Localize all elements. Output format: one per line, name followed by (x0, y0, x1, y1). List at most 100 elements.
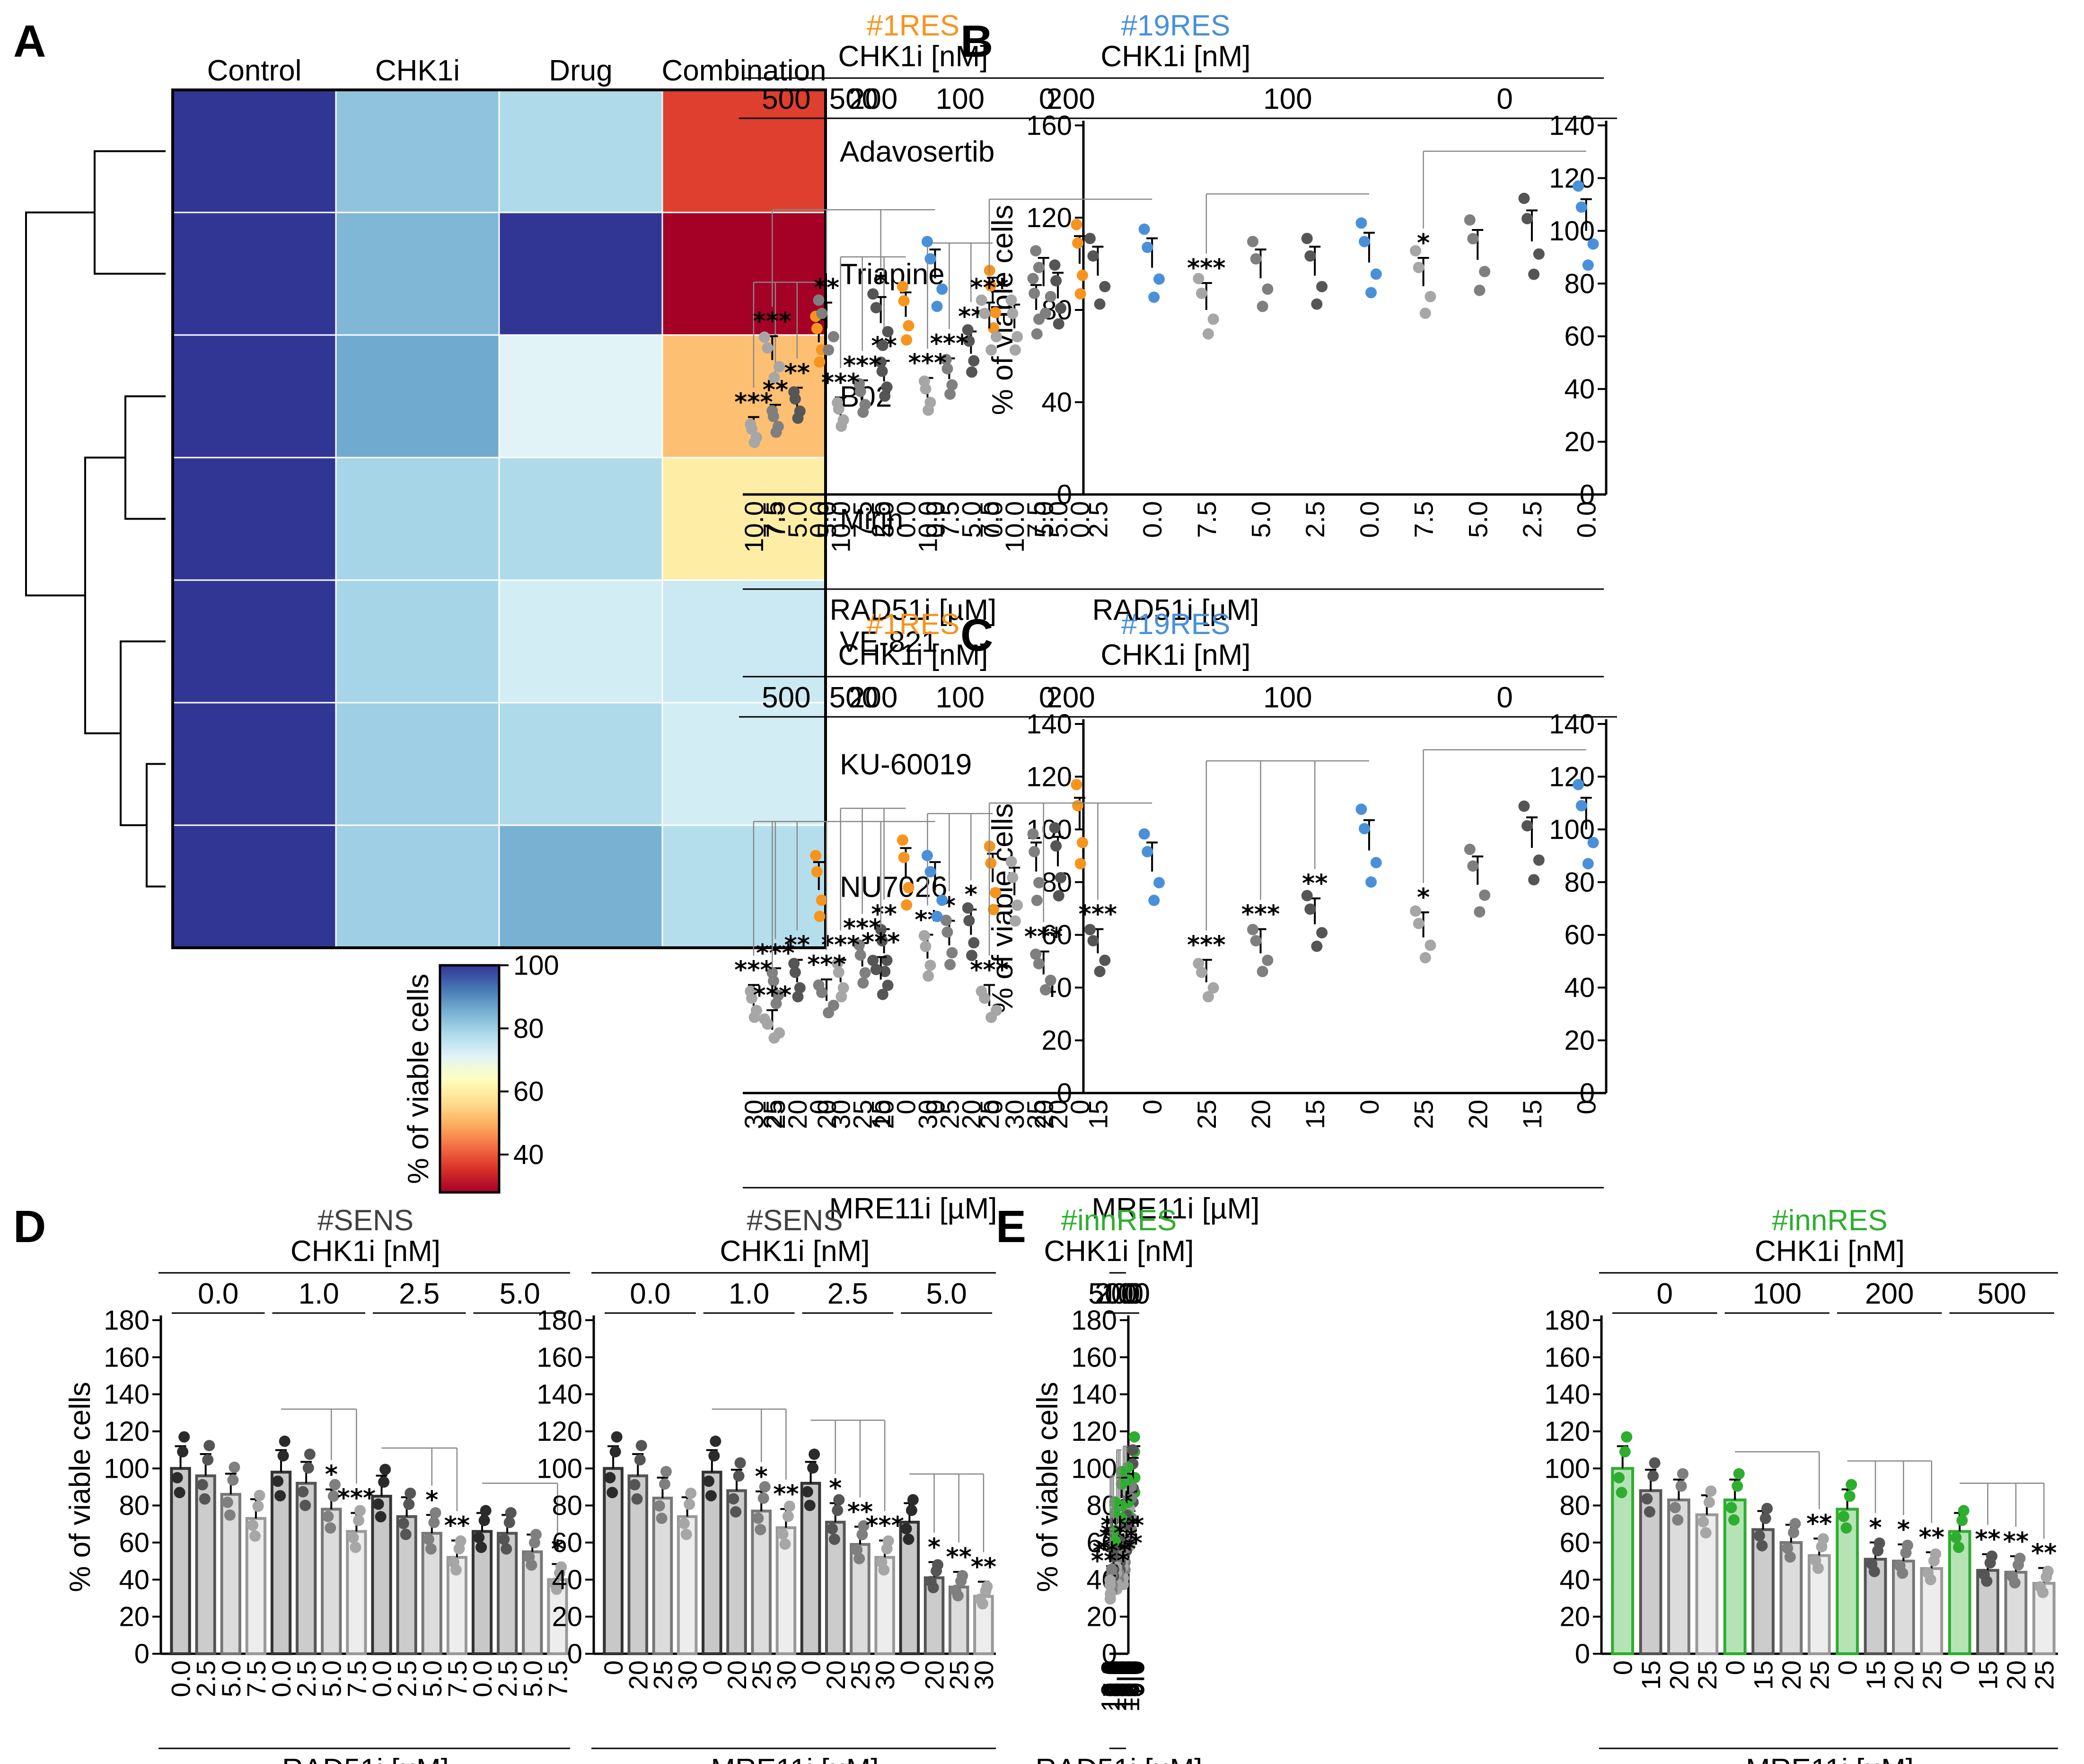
x-tick-label: 7.5 (975, 501, 1004, 538)
data-point (1467, 233, 1479, 245)
y-tick-label: 20 (119, 1602, 149, 1632)
data-point (1789, 1518, 1801, 1530)
dendrogram (25, 150, 166, 888)
x-tick-label: 2.5 (1083, 501, 1113, 538)
data-point (903, 882, 914, 893)
data-point (1049, 259, 1061, 271)
data-point (1116, 1478, 1127, 1490)
data-point (877, 339, 888, 351)
data-point (779, 1538, 791, 1550)
x-tick-label: 7.5 (442, 1660, 472, 1697)
x-tick-label: 10.0 (1108, 1660, 1138, 1712)
data-point (733, 1470, 745, 1482)
x-tick-label: 0.0 (1120, 1660, 1150, 1697)
data-point (966, 950, 977, 961)
data-point (854, 949, 866, 961)
x-tick-label: 7.5 (761, 501, 791, 538)
x-tick-label: 0.0 (1107, 1660, 1137, 1697)
group-label: 500 (1978, 1278, 2026, 1310)
significance-stars: ** (2031, 1539, 2057, 1568)
y-tick-label: 0 (1102, 1639, 1117, 1669)
data-point (503, 1517, 515, 1528)
data-point (1425, 291, 1436, 302)
data-point (828, 1534, 840, 1545)
data-point (1257, 300, 1268, 312)
data-point (1005, 856, 1017, 868)
x-tick-label: 25 (934, 1100, 964, 1129)
data-point (1669, 1502, 1681, 1514)
data-point (1084, 232, 1096, 244)
data-point (1138, 828, 1150, 840)
data-point (1109, 1525, 1121, 1536)
group-label: 100 (1101, 1278, 1150, 1310)
x-tick-label: 25 (2029, 1660, 2059, 1690)
data-point (946, 379, 958, 391)
data-point (832, 397, 844, 409)
cell-line-title: #innRES (1061, 1204, 1177, 1237)
x-tick-label: 30 (969, 1660, 999, 1690)
y-tick-label: 140 (1549, 110, 1595, 141)
data-point (816, 308, 828, 319)
y-tick-label: 80 (552, 1491, 582, 1521)
x-tick-label: 15 (1973, 1660, 2003, 1690)
data-point (734, 1457, 746, 1469)
data-point (1030, 245, 1042, 257)
data-point (1621, 1431, 1633, 1443)
data-point (475, 1542, 487, 1553)
bar (220, 1493, 241, 1656)
x-tick-label: 5.0 (1043, 501, 1073, 538)
data-point (2037, 1587, 2049, 1598)
panel-label-c: C (960, 610, 993, 661)
data-point (1148, 894, 1160, 906)
data-point (1033, 262, 1045, 273)
x-tick-label: 20 (812, 1100, 842, 1129)
heatmap-cell (335, 457, 500, 581)
data-point (1986, 1550, 1998, 1562)
x-tick-label: 0.0 (891, 501, 921, 538)
x-tick-label: 30 (826, 1100, 856, 1129)
chk1i-title: CHK1i [nM] (1101, 40, 1251, 73)
x-tick-label: 20 (1463, 1100, 1493, 1129)
significance-stars: *** (337, 1484, 376, 1512)
dendrogram-link (84, 457, 125, 734)
data-point (1094, 966, 1106, 978)
group-label: 1.0 (729, 1278, 769, 1310)
data-point (924, 866, 936, 878)
dendrogram-link (146, 763, 166, 888)
data-point (936, 894, 948, 906)
data-point (856, 1529, 868, 1541)
data-point (770, 997, 782, 1009)
y-tick-label: 120 (1026, 203, 1072, 233)
data-point (1641, 1493, 1653, 1505)
x-tick-label: 0 (1354, 1100, 1384, 1114)
heatmap-cell (661, 824, 827, 949)
x-tick-label: 0 (1833, 1660, 1863, 1675)
data-point (1619, 1446, 1631, 1458)
y-tick-label: 120 (536, 1416, 582, 1447)
data-point (1521, 820, 1533, 832)
data-point (1301, 232, 1313, 244)
data-point (229, 1461, 240, 1473)
data-point (1782, 1542, 1794, 1554)
data-point (629, 1479, 641, 1491)
data-point (1697, 1516, 1709, 1527)
data-point (1050, 275, 1062, 287)
data-point (1207, 313, 1219, 325)
data-point (837, 982, 849, 994)
data-point (762, 342, 774, 354)
data-point (766, 405, 778, 417)
significance-stars: *** (753, 981, 792, 1010)
x-tick-label: 7.5 (241, 1660, 271, 1697)
data-point (1049, 822, 1061, 834)
x-tick-label: 5.0 (1112, 1660, 1142, 1697)
data-point (927, 1582, 939, 1594)
heatmap-column-label: CHK1i (375, 54, 460, 87)
data-point (853, 939, 865, 951)
data-point (1846, 1479, 1857, 1491)
x-tick-label: 20 (821, 1660, 851, 1690)
data-point (1076, 269, 1088, 281)
data-point (1262, 954, 1274, 966)
data-point (987, 904, 999, 916)
data-point (878, 1564, 890, 1576)
x-tick-label: 20 (1029, 1100, 1059, 1129)
